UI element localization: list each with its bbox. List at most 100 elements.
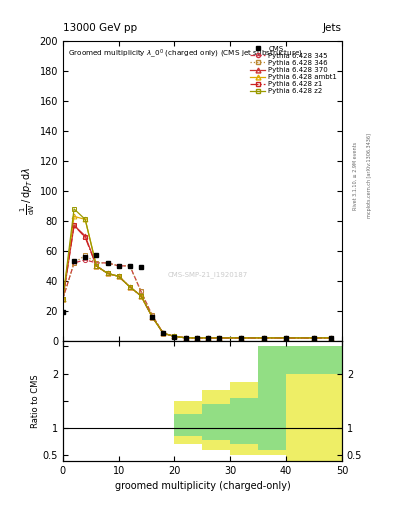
- Pythia 6.428 z2: [127, 284, 132, 290]
- Pythia 6.428 z1: [261, 335, 266, 341]
- Pythia 6.428 346: [83, 252, 88, 259]
- Pythia 6.428 345: [94, 260, 99, 266]
- Pythia 6.428 ambt1: [172, 333, 177, 339]
- Pythia 6.428 346: [161, 330, 166, 336]
- Pythia 6.428 z2: [172, 333, 177, 339]
- CMS: [105, 260, 110, 266]
- Pythia 6.428 z1: [150, 314, 154, 320]
- Line: Pythia 6.428 z1: Pythia 6.428 z1: [61, 223, 333, 340]
- Pythia 6.428 346: [183, 335, 188, 341]
- Pythia 6.428 z2: [261, 335, 266, 341]
- Line: Pythia 6.428 370: Pythia 6.428 370: [61, 223, 333, 340]
- Pythia 6.428 z1: [61, 296, 65, 302]
- CMS: [116, 263, 121, 269]
- Pythia 6.428 z1: [195, 335, 199, 341]
- Pythia 6.428 ambt1: [284, 335, 288, 341]
- Pythia 6.428 346: [284, 335, 288, 341]
- Pythia 6.428 345: [72, 260, 76, 266]
- CMS: [139, 264, 143, 270]
- Pythia 6.428 ambt1: [217, 335, 222, 341]
- Line: Pythia 6.428 ambt1: Pythia 6.428 ambt1: [61, 214, 333, 340]
- Pythia 6.428 ambt1: [139, 293, 143, 299]
- Pythia 6.428 370: [217, 335, 222, 341]
- Pythia 6.428 370: [312, 335, 316, 341]
- Pythia 6.428 z2: [206, 335, 210, 341]
- Pythia 6.428 z2: [94, 263, 99, 269]
- Pythia 6.428 z1: [239, 335, 244, 341]
- CMS: [284, 335, 288, 341]
- Text: Jets: Jets: [323, 23, 342, 33]
- Pythia 6.428 ambt1: [261, 335, 266, 341]
- Line: Pythia 6.428 346: Pythia 6.428 346: [61, 253, 333, 340]
- Pythia 6.428 345: [183, 335, 188, 341]
- Pythia 6.428 345: [161, 330, 166, 336]
- Pythia 6.428 345: [139, 288, 143, 294]
- Pythia 6.428 z1: [312, 335, 316, 341]
- Pythia 6.428 ambt1: [116, 273, 121, 280]
- CMS: [312, 335, 316, 341]
- Pythia 6.428 370: [172, 333, 177, 339]
- CMS: [195, 335, 199, 341]
- Pythia 6.428 345: [83, 257, 88, 263]
- Text: 13000 GeV pp: 13000 GeV pp: [63, 23, 137, 33]
- Pythia 6.428 370: [195, 335, 199, 341]
- Pythia 6.428 z2: [116, 273, 121, 280]
- Pythia 6.428 346: [150, 312, 154, 318]
- X-axis label: groomed multiplicity (charged-only): groomed multiplicity (charged-only): [114, 481, 290, 491]
- Pythia 6.428 346: [172, 333, 177, 339]
- Pythia 6.428 370: [72, 222, 76, 228]
- Pythia 6.428 z1: [183, 335, 188, 341]
- Pythia 6.428 346: [94, 260, 99, 266]
- Legend: CMS, Pythia 6.428 345, Pythia 6.428 346, Pythia 6.428 370, Pythia 6.428 ambt1, P: CMS, Pythia 6.428 345, Pythia 6.428 346,…: [249, 45, 338, 95]
- CMS: [61, 309, 65, 315]
- Pythia 6.428 370: [139, 293, 143, 299]
- Pythia 6.428 345: [61, 296, 65, 302]
- CMS: [150, 314, 154, 320]
- CMS: [161, 330, 166, 336]
- Pythia 6.428 z1: [172, 333, 177, 339]
- Pythia 6.428 z2: [139, 293, 143, 299]
- Pythia 6.428 345: [239, 335, 244, 341]
- CMS: [172, 334, 177, 340]
- Pythia 6.428 z2: [183, 335, 188, 341]
- Pythia 6.428 ambt1: [239, 335, 244, 341]
- Pythia 6.428 z2: [150, 314, 154, 320]
- Pythia 6.428 z1: [127, 284, 132, 290]
- Pythia 6.428 ambt1: [83, 216, 88, 222]
- Pythia 6.428 345: [172, 333, 177, 339]
- Line: Pythia 6.428 z2: Pythia 6.428 z2: [61, 207, 333, 340]
- Pythia 6.428 ambt1: [150, 314, 154, 320]
- Pythia 6.428 ambt1: [161, 330, 166, 336]
- Pythia 6.428 346: [127, 263, 132, 269]
- Pythia 6.428 346: [239, 335, 244, 341]
- Pythia 6.428 z2: [217, 335, 222, 341]
- Pythia 6.428 ambt1: [72, 214, 76, 220]
- Pythia 6.428 346: [206, 335, 210, 341]
- Pythia 6.428 ambt1: [127, 284, 132, 290]
- Pythia 6.428 z1: [284, 335, 288, 341]
- Pythia 6.428 z1: [94, 263, 99, 269]
- Pythia 6.428 z1: [105, 270, 110, 276]
- Pythia 6.428 345: [261, 335, 266, 341]
- CMS: [329, 335, 333, 341]
- Pythia 6.428 z2: [72, 206, 76, 212]
- Text: mcplots.cern.ch [arXiv:1306.3436]: mcplots.cern.ch [arXiv:1306.3436]: [367, 134, 372, 218]
- Pythia 6.428 370: [284, 335, 288, 341]
- Pythia 6.428 346: [312, 335, 316, 341]
- Pythia 6.428 346: [217, 335, 222, 341]
- Pythia 6.428 z1: [83, 234, 88, 241]
- Pythia 6.428 ambt1: [61, 296, 65, 302]
- Pythia 6.428 346: [329, 335, 333, 341]
- Pythia 6.428 370: [116, 273, 121, 280]
- Pythia 6.428 346: [72, 260, 76, 266]
- Pythia 6.428 z2: [329, 335, 333, 341]
- Pythia 6.428 z2: [239, 335, 244, 341]
- CMS: [239, 335, 244, 341]
- Pythia 6.428 345: [127, 263, 132, 269]
- Pythia 6.428 345: [329, 335, 333, 341]
- Pythia 6.428 370: [161, 330, 166, 336]
- Pythia 6.428 370: [83, 233, 88, 239]
- Pythia 6.428 ambt1: [312, 335, 316, 341]
- CMS: [94, 252, 99, 259]
- Y-axis label: Ratio to CMS: Ratio to CMS: [31, 374, 40, 428]
